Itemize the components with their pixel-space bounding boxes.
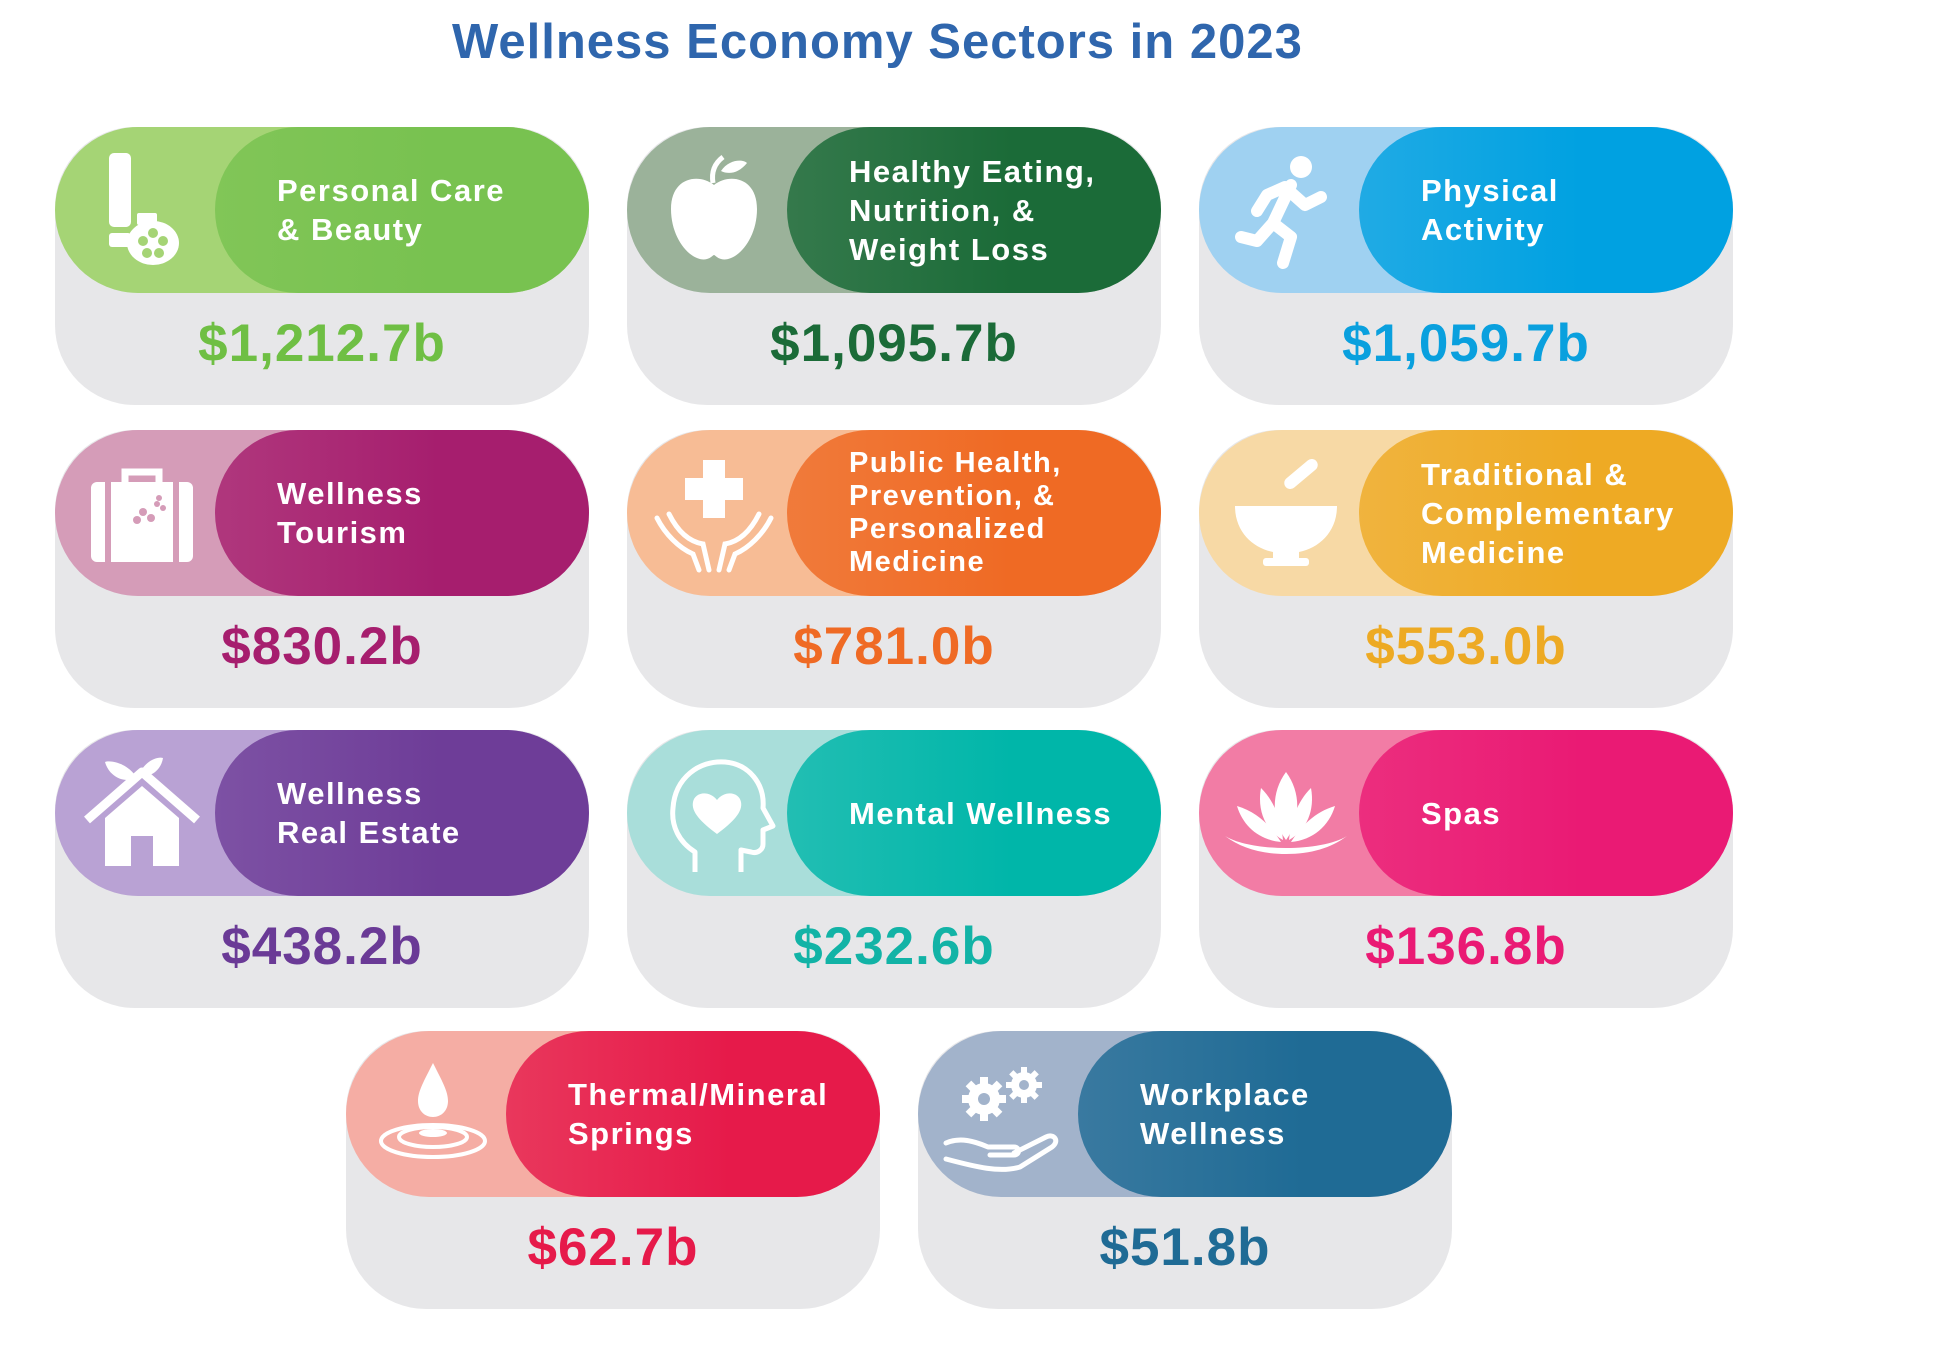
sector-value: $1,095.7b [770, 314, 1018, 373]
hands-cross-icon [649, 448, 779, 578]
sector-header: Mental Wellness [627, 730, 1161, 896]
sector-value: $1,212.7b [198, 314, 446, 373]
sector-header: Wellness Tourism [55, 430, 589, 596]
sector-header-dark [787, 127, 1161, 293]
sector-header-dark [1359, 127, 1733, 293]
sector-header: Personal Care & Beauty [55, 127, 589, 293]
apple-icon [649, 145, 779, 275]
sector-label: Workplace Wellness [1140, 1077, 1310, 1151]
sector-header: Thermal/Mineral Springs [346, 1031, 880, 1197]
sector-card: Wellness Tourism $830.2b [55, 430, 589, 708]
sector-label: Wellness Tourism [277, 476, 423, 550]
sector-header-dark [787, 430, 1161, 596]
sector-value: $438.2b [221, 917, 423, 976]
sector-header-dark [215, 430, 589, 596]
sector-header-dark [787, 730, 1161, 896]
sector-value: $62.7b [527, 1218, 699, 1277]
sector-label: Thermal/Mineral Springs [568, 1077, 829, 1151]
sector-value: $781.0b [793, 617, 995, 676]
sector-value: $830.2b [221, 617, 423, 676]
sector-value: $136.8b [1365, 917, 1567, 976]
sector-label: Mental Wellness [849, 795, 1113, 831]
sector-header-dark [215, 730, 589, 896]
sector-card: Spas $136.8b [1199, 730, 1733, 1008]
sector-header-dark [506, 1031, 880, 1197]
sector-label: Spas [1421, 795, 1502, 831]
sector-header-dark [1359, 730, 1733, 896]
sector-header: Wellness Real Estate [55, 730, 589, 896]
sector-card: Healthy Eating, Nutrition, & Weight Loss… [627, 127, 1161, 405]
head-heart-icon [649, 748, 779, 878]
sector-value: $1,059.7b [1342, 314, 1590, 373]
sector-value: $232.6b [793, 917, 995, 976]
sector-label: Healthy Eating, Nutrition, & Weight Loss [849, 153, 1096, 267]
sector-header: Spas [1199, 730, 1733, 896]
sector-card: Physical Activity $1,059.7b [1199, 127, 1733, 405]
house-leaf-icon [77, 748, 207, 878]
sector-value: $51.8b [1099, 1218, 1271, 1277]
sector-header-dark [1359, 430, 1733, 596]
sector-label: Personal Care & Beauty [277, 173, 505, 247]
sector-card: Traditional & Complementary Medicine $55… [1199, 430, 1733, 708]
sector-card: Workplace Wellness $51.8b [918, 1031, 1452, 1309]
sector-card: Public Health, Prevention, & Personalize… [627, 430, 1161, 708]
sector-label: Traditional & Complementary Medicine [1421, 456, 1675, 570]
sector-header: Healthy Eating, Nutrition, & Weight Loss [627, 127, 1161, 293]
sector-header: Workplace Wellness [918, 1031, 1452, 1197]
sector-header: Traditional & Complementary Medicine [1199, 430, 1733, 596]
sector-header: Public Health, Prevention, & Personalize… [627, 430, 1161, 596]
sector-value: $553.0b [1365, 617, 1567, 676]
mortar-pestle-icon [1221, 448, 1351, 578]
sector-card: Wellness Real Estate $438.2b [55, 730, 589, 1008]
page-title: Wellness Economy Sectors in 2023 [452, 15, 1303, 69]
lotus-icon [1221, 748, 1351, 878]
sector-header: Physical Activity [1199, 127, 1733, 293]
gears-hand-icon [940, 1049, 1070, 1179]
sector-label: Public Health, Prevention, & Personalize… [849, 447, 1062, 578]
sector-card: Thermal/Mineral Springs $62.7b [346, 1031, 880, 1309]
sector-label: Physical Activity [1421, 173, 1559, 247]
suitcase-icon [77, 448, 207, 578]
sector-label: Wellness Real Estate [277, 776, 461, 850]
water-drop-icon [368, 1049, 498, 1179]
running-person-icon [1221, 145, 1351, 275]
sector-header-dark [215, 127, 589, 293]
sector-header-dark [1078, 1031, 1452, 1197]
sector-card: Mental Wellness $232.6b [627, 730, 1161, 1008]
sector-card: Personal Care & Beauty $1,212.7b [55, 127, 589, 405]
lotion-bottle-icon [77, 145, 207, 275]
